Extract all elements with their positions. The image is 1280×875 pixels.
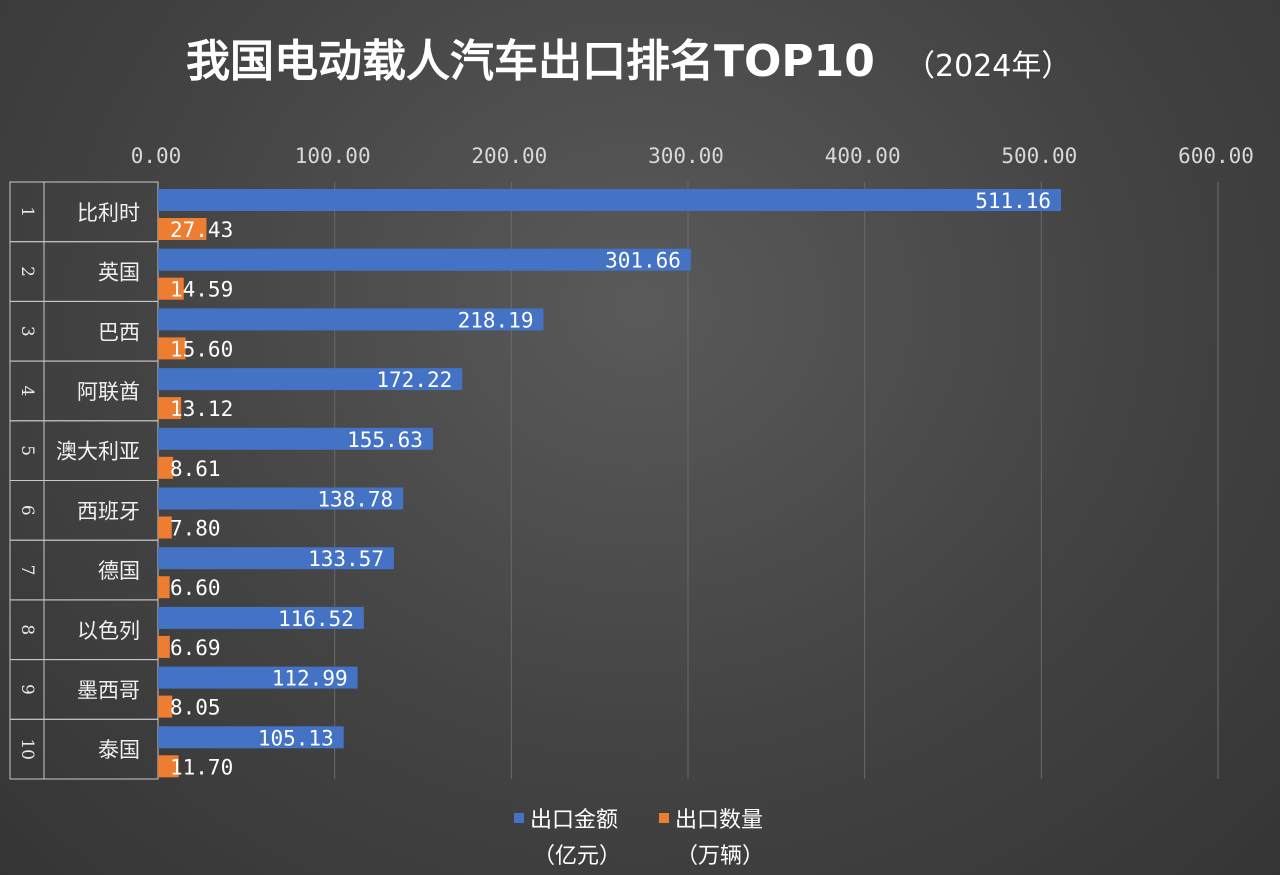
data-label-export-volume: 14.59 <box>170 278 233 302</box>
data-label-export-value: 105.13 <box>258 726 334 750</box>
bar-export-value <box>158 368 463 391</box>
category-label: 以色列 <box>77 619 140 643</box>
category-table: 1 比利时 2 英国 3 巴西 4 阿联酋 5 澳大利亚 6 西班牙 7 德国 8 以色列 9 墨西哥 10 泰国 <box>9 181 159 780</box>
bar-export-value <box>158 427 433 450</box>
data-label-export-value: 172.22 <box>376 368 452 392</box>
bar-export-value <box>158 487 404 510</box>
data-label-export-value: 218.19 <box>458 308 534 332</box>
legend-unit-export-volume: （万辆） <box>676 844 764 869</box>
data-label-export-volume: 11.70 <box>170 755 233 779</box>
bar-export-volume <box>158 755 179 778</box>
data-labels: 511.16 27.43 301.66 14.59 218.19 15.60 172.22 1… <box>170 189 1051 779</box>
bar-export-volume <box>158 695 173 718</box>
category-label: 德国 <box>98 559 140 583</box>
bar-export-volume <box>158 456 174 479</box>
data-label-export-volume: 7.80 <box>170 517 221 541</box>
x-tick-label: 600.00 <box>1178 144 1254 168</box>
category-label: 巴西 <box>98 320 140 344</box>
data-label-export-value: 116.52 <box>278 607 354 631</box>
data-label-export-value: 112.99 <box>272 667 348 691</box>
bar-export-value <box>158 666 358 689</box>
category-label: 西班牙 <box>77 499 140 523</box>
bar-export-value <box>158 308 544 331</box>
legend-swatch-export-value <box>514 813 524 823</box>
chart-title: 我国电动载人汽车出口排名TOP10 <box>186 36 875 87</box>
bar-export-value <box>158 726 344 749</box>
category-label: 比利时 <box>77 201 140 225</box>
x-tick-label: 300.00 <box>648 144 724 168</box>
category-label: 英国 <box>98 261 140 285</box>
x-axis-ticks: 0.00 100.00 200.00 300.00 400.00 500.00 600.00 <box>131 144 1254 168</box>
x-tick-label: 100.00 <box>295 144 371 168</box>
rank-label: 3 <box>17 326 37 337</box>
data-label-export-volume: 15.60 <box>170 337 233 361</box>
category-label: 泰国 <box>98 738 140 762</box>
legend-label-export-volume: 出口数量 <box>675 808 763 833</box>
bar-export-value <box>158 248 691 271</box>
bar-export-volume <box>158 576 170 599</box>
rank-label: 7 <box>17 565 37 576</box>
bar-export-value <box>158 547 394 570</box>
legend-label-export-value: 出口金额 <box>530 808 618 833</box>
bars <box>158 189 1062 778</box>
rank-label: 9 <box>17 684 37 695</box>
data-label-export-value: 133.57 <box>308 547 384 571</box>
rank-label: 1 <box>17 206 37 217</box>
bar-export-volume <box>158 218 207 240</box>
data-label-export-volume: 13.12 <box>170 397 233 421</box>
category-label: 阿联酋 <box>77 380 140 404</box>
bar-export-value <box>158 606 364 629</box>
gridlines <box>334 182 1219 779</box>
bar-export-volume <box>158 516 172 539</box>
legend: 出口金额 （亿元） 出口数量 （万辆） <box>514 808 764 869</box>
category-label: 澳大利亚 <box>56 440 140 464</box>
rank-label: 6 <box>17 505 37 516</box>
bar-export-volume <box>158 397 182 420</box>
bar-export-volume <box>158 277 184 300</box>
legend-swatch-export-volume <box>659 813 669 823</box>
x-tick-label: 0.00 <box>131 144 182 168</box>
x-tick-label: 500.00 <box>1001 144 1077 168</box>
data-label-export-volume: 8.61 <box>170 457 221 481</box>
chart-subtitle: （2024年） <box>905 49 1071 84</box>
data-label-export-volume: 8.05 <box>170 696 221 720</box>
rank-label: 2 <box>17 266 37 277</box>
rank-label: 4 <box>17 386 37 397</box>
data-label-export-value: 301.66 <box>605 249 681 273</box>
bar-export-volume <box>158 635 170 658</box>
data-label-export-volume: 6.69 <box>170 636 221 660</box>
rank-label: 8 <box>17 624 37 635</box>
rank-label: 10 <box>17 738 37 760</box>
data-label-export-value: 138.78 <box>317 488 393 512</box>
data-label-export-value: 511.16 <box>975 189 1051 213</box>
bar-export-volume <box>158 337 186 360</box>
category-label: 墨西哥 <box>77 678 140 702</box>
data-label-export-volume: 27.43 <box>170 218 233 242</box>
x-tick-label: 200.00 <box>471 144 547 168</box>
legend-unit-export-value: （亿元） <box>533 844 621 869</box>
bar-export-value <box>158 189 1062 211</box>
x-tick-label: 400.00 <box>825 144 901 168</box>
rank-label: 5 <box>17 445 37 456</box>
data-label-export-value: 155.63 <box>347 428 423 452</box>
data-label-export-volume: 6.60 <box>170 576 221 600</box>
table-row <box>9 718 159 780</box>
